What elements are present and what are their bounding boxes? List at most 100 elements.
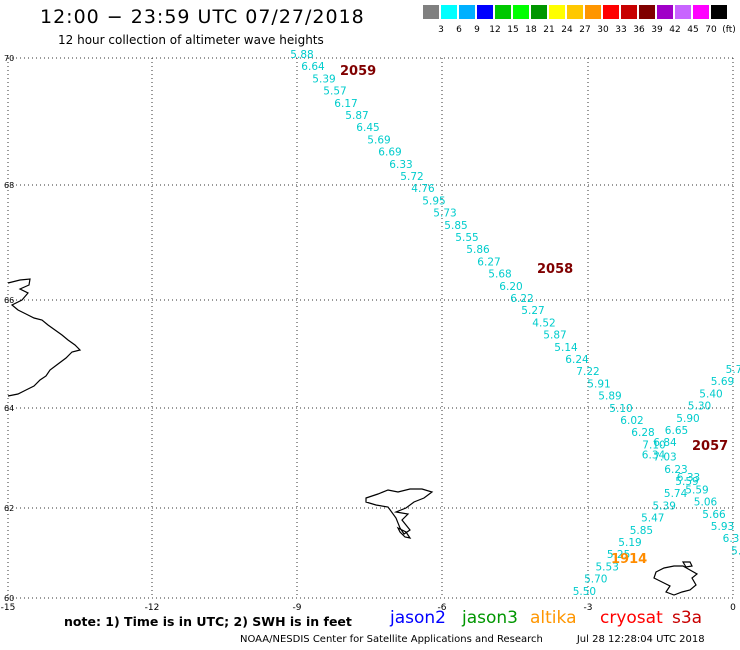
- wave-height-value: 6.24: [565, 354, 589, 366]
- wave-height-value: 5.74: [664, 488, 688, 500]
- pass-labels: 2059 2058 2057 1914: [340, 64, 728, 567]
- wave-height-value: 5.50: [573, 586, 596, 598]
- x-tick-label: -9: [293, 603, 302, 613]
- pass-number-label: 2059: [340, 64, 376, 79]
- wave-height-value: 6.33: [389, 159, 412, 171]
- wave-height-value: 5.85: [630, 525, 653, 537]
- colorbar-label: 3: [438, 25, 444, 35]
- wave-height-value: 6.23: [664, 464, 687, 476]
- wave-height-value: 5.57: [323, 86, 346, 98]
- wave-height-value: 5.68: [488, 269, 511, 281]
- colorbar-swatch: [549, 5, 565, 19]
- colorbar-label: 21: [543, 25, 555, 35]
- wave-height-value: 5.91: [587, 378, 610, 390]
- colorbar-swatch: [495, 5, 511, 19]
- wave-height-value: 5.93: [711, 521, 734, 533]
- wave-height-value: 6.28: [631, 427, 654, 439]
- wave-height-value: 5.55: [455, 232, 478, 244]
- wave-height-value: 4.76: [411, 183, 435, 195]
- pass-number-label: 1914: [611, 552, 647, 567]
- y-tick-label: 68: [4, 181, 14, 190]
- wave-height-value: 5.70: [584, 574, 607, 586]
- wave-height-value: 5.85: [444, 220, 467, 232]
- wave-height-value: 5.69: [367, 134, 390, 146]
- wave-height-labels: 5.886.645.395.576.175.876.455.696.696.33…: [290, 49, 740, 598]
- wave-height-value: 6.22: [510, 293, 533, 305]
- wave-height-value: 6.33: [677, 472, 700, 484]
- colorbar-swatch: [657, 5, 673, 19]
- y-tick-label: 66: [4, 296, 14, 305]
- wave-height-value: 5.5: [731, 545, 740, 557]
- colorbar-swatch: [585, 5, 601, 19]
- wave-height-value: 4.52: [532, 317, 555, 329]
- wave-height-value: 5.73: [433, 208, 456, 220]
- colorbar-swatch: [477, 5, 493, 19]
- colorbar-label: 15: [507, 25, 519, 35]
- coastlines: [7, 278, 699, 596]
- colorbar-label: 36: [633, 25, 645, 35]
- colorbar-swatch: [531, 5, 547, 19]
- wave-height-value: 6.17: [334, 98, 357, 110]
- iceland-coastline: [7, 278, 82, 397]
- colorbar-swatch: [459, 5, 475, 19]
- footer: NOAA/NESDIS Center for Satellite Applica…: [240, 634, 739, 645]
- footer-agency: NOAA/NESDIS Center for Satellite Applica…: [240, 634, 543, 645]
- legend-item: altika: [530, 608, 577, 628]
- wave-height-value: 5.66: [702, 509, 726, 521]
- wave-height-value: 7.03: [653, 452, 676, 464]
- wave-height-value: 5.40: [699, 388, 722, 400]
- wave-height-value: 5.47: [641, 513, 664, 525]
- colorbar-swatch: [675, 5, 691, 19]
- chart-subtitle: 12 hour collection of altimeter wave hei…: [58, 33, 324, 47]
- x-tick-label: -15: [1, 603, 16, 613]
- colorbar-swatch: [567, 5, 583, 19]
- colorbar-label: 9: [474, 25, 480, 35]
- wave-height-value: 6.3: [723, 533, 740, 545]
- wave-height-value: 6.45: [356, 122, 379, 134]
- colorbar-label: 6: [456, 25, 462, 35]
- colorbar-label: 24: [561, 25, 573, 35]
- colorbar-swatch: [423, 5, 439, 19]
- x-tick-label: 0: [730, 603, 736, 613]
- wave-height-value: 5.25: [607, 549, 630, 561]
- wave-height-value: 6.84: [653, 437, 677, 449]
- colorbar-label: 39: [651, 25, 663, 35]
- legend-item: jason3: [462, 608, 518, 628]
- wave-height-value: 5.69: [711, 376, 734, 388]
- wave-height-value: 5.39: [653, 500, 676, 512]
- colorbar-swatch: [621, 5, 637, 19]
- wave-height-value: 7.22: [576, 366, 599, 378]
- y-tick-label: 60: [4, 594, 14, 603]
- footer-timestamp: Jul 28 12:28:04 UTC 2018: [576, 634, 705, 645]
- note-text: note: 1) Time is in UTC; 2) SWH is in fe…: [64, 614, 352, 629]
- wave-height-value: 6.69: [378, 147, 401, 159]
- wave-height-value: 5.14: [554, 342, 578, 354]
- wave-height-value: 5.95: [422, 195, 445, 207]
- y-tick-label: 64: [4, 404, 14, 413]
- colorbar-label: 27: [579, 25, 591, 35]
- wave-height-value: 5.89: [598, 391, 621, 403]
- colorbar-swatch: [711, 5, 727, 19]
- colorbar-swatch: [513, 5, 529, 19]
- wave-height-value: 5.86: [466, 244, 490, 256]
- wave-height-value: 6.20: [499, 281, 522, 293]
- colorbar-label: 70: [705, 25, 717, 35]
- wave-height-value: 5.19: [618, 537, 641, 549]
- wave-height-value: 5.27: [521, 305, 544, 317]
- legend-item: cryosat: [600, 608, 663, 628]
- x-tick-label: -3: [584, 603, 593, 613]
- y-tick-label: 70: [4, 54, 14, 63]
- wave-height-value: 6.34: [642, 449, 666, 461]
- wave-height-value: 5.39: [312, 73, 335, 85]
- shetland-islands: [653, 561, 699, 596]
- wave-height-value: 7.10: [642, 439, 665, 451]
- colorbar-swatch: [693, 5, 709, 19]
- wave-height-value: 6.02: [620, 415, 643, 427]
- colorbar-label: 42: [669, 25, 681, 35]
- colorbar-label: 30: [597, 25, 609, 35]
- legend-item: s3a: [672, 608, 703, 628]
- y-tick-label: 62: [4, 504, 14, 513]
- pass-number-label: 2058: [537, 262, 573, 277]
- wave-height-value: 5.87: [345, 110, 368, 122]
